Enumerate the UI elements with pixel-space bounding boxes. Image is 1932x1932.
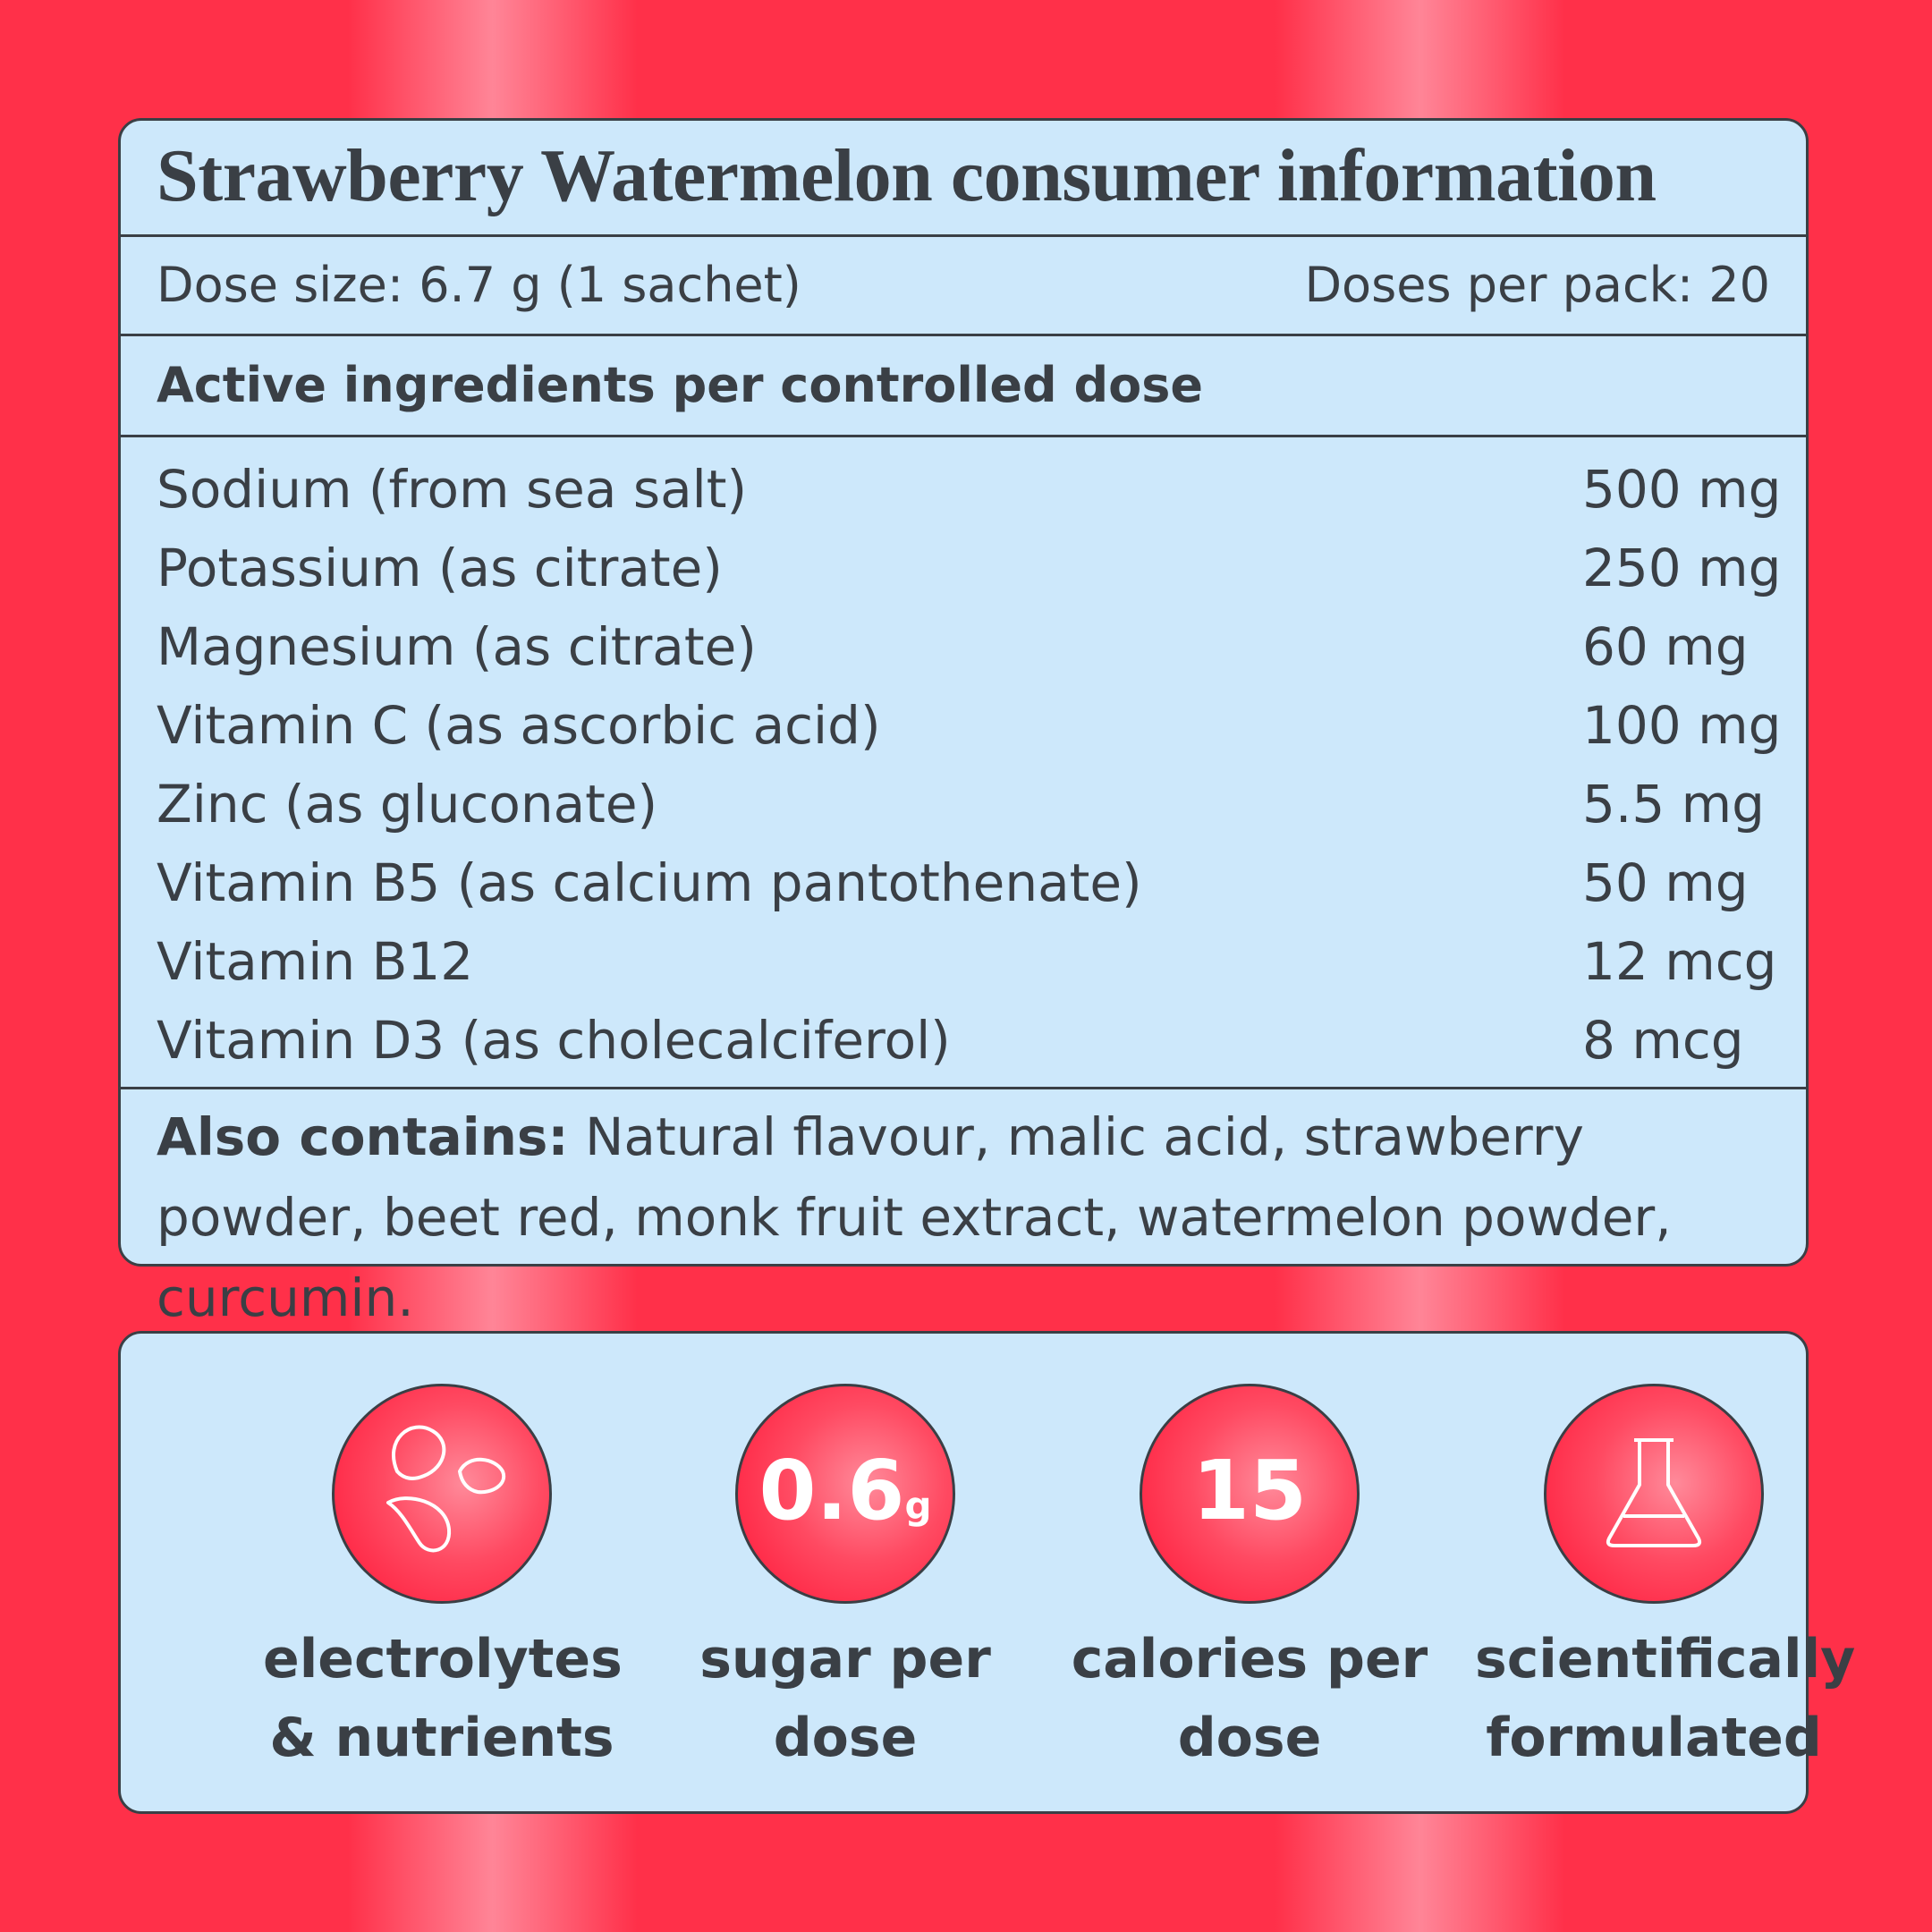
feature-number: 15 [1191, 1443, 1308, 1538]
ingredient-amount: 500 mg [1582, 459, 1782, 520]
drops-icon [386, 1425, 506, 1553]
icon-circle [1544, 1384, 1764, 1604]
feature-label: sugar per dose [699, 1628, 991, 1769]
icon-circle: 0.6g [735, 1384, 955, 1604]
dose-row: Dose size: 6.7 g (1 sachet) Doses per pa… [121, 237, 1806, 336]
ingredient-row: Vitamin B12 12 mcg [121, 922, 1806, 1001]
ingredient-name: Sodium (from sea salt) [157, 459, 748, 520]
ingredient-amount: 60 mg [1582, 616, 1749, 677]
flask-icon [1606, 1438, 1702, 1547]
feature-label: calories per dose [1071, 1628, 1428, 1769]
also-text: Natural flavour, malic acid, strawberry … [157, 1106, 1672, 1328]
ingredient-row: Vitamin B5 (as calcium pantothenate) 50 m… [121, 843, 1806, 922]
ingredient-row: Potassium (as citrate) 250 mg [121, 529, 1806, 607]
feature-number: 0.6g [738, 1442, 953, 1555]
ingredient-name: Magnesium (as citrate) [157, 616, 757, 677]
active-heading: Active ingredients per controlled dose [121, 336, 1806, 437]
unit: g [904, 1484, 932, 1528]
info-card: Strawberry Watermelon consumer informati… [118, 118, 1809, 1328]
dose-size: Dose size: 6.7 g (1 sachet) [157, 257, 801, 313]
ingredient-row: Magnesium (as citrate) 60 mg [121, 607, 1806, 686]
feature-label: electrolytes & nutrients [263, 1628, 623, 1769]
ingredient-row: Zinc (as gluconate) 5.5 mg [121, 765, 1806, 843]
icon-circle [332, 1384, 552, 1604]
feature-label: scientifically formulated [1475, 1628, 1856, 1769]
ingredient-amount: 50 mg [1582, 852, 1749, 913]
ingredient-amount: 8 mcg [1582, 1010, 1744, 1071]
ingredient-amount: 5.5 mg [1582, 774, 1765, 835]
features-card: electrolytes & nutrients 0.6g sugar per … [118, 1331, 1855, 1814]
also-label: Also contains: [157, 1106, 569, 1167]
ingredient-list: Sodium (from sea salt) 500 mg Potassium (a… [121, 437, 1806, 1089]
icon-circle: 15 [1140, 1384, 1360, 1604]
ingredient-name: Vitamin B12 [157, 931, 474, 992]
ingredient-name: Vitamin D3 (as cholecalciferol) [157, 1010, 951, 1071]
ingredient-amount: 250 mg [1582, 538, 1782, 598]
ingredient-row: Sodium (from sea salt) 500 mg [121, 450, 1806, 529]
ingredient-amount: 100 mg [1582, 695, 1782, 756]
ingredient-amount: 12 mcg [1582, 931, 1777, 992]
ingredient-name: Potassium (as citrate) [157, 538, 723, 598]
ingredient-name: Zinc (as gluconate) [157, 774, 658, 835]
ingredient-row: Vitamin C (as ascorbic acid) 100 mg [121, 686, 1806, 765]
title: Strawberry Watermelon consumer informati… [121, 121, 1806, 237]
number: 0.6 [758, 1443, 905, 1538]
also-contains: Also contains: Natural flavour, malic ac… [157, 1089, 1770, 1338]
doses-per-pack: Doses per pack: 20 [1304, 257, 1770, 313]
ingredient-row: Vitamin D3 (as cholecalciferol) 8 mcg [121, 1001, 1806, 1080]
ingredient-name: Vitamin C (as ascorbic acid) [157, 695, 881, 756]
ingredient-name: Vitamin B5 (as calcium pantothenate) [157, 852, 1142, 913]
